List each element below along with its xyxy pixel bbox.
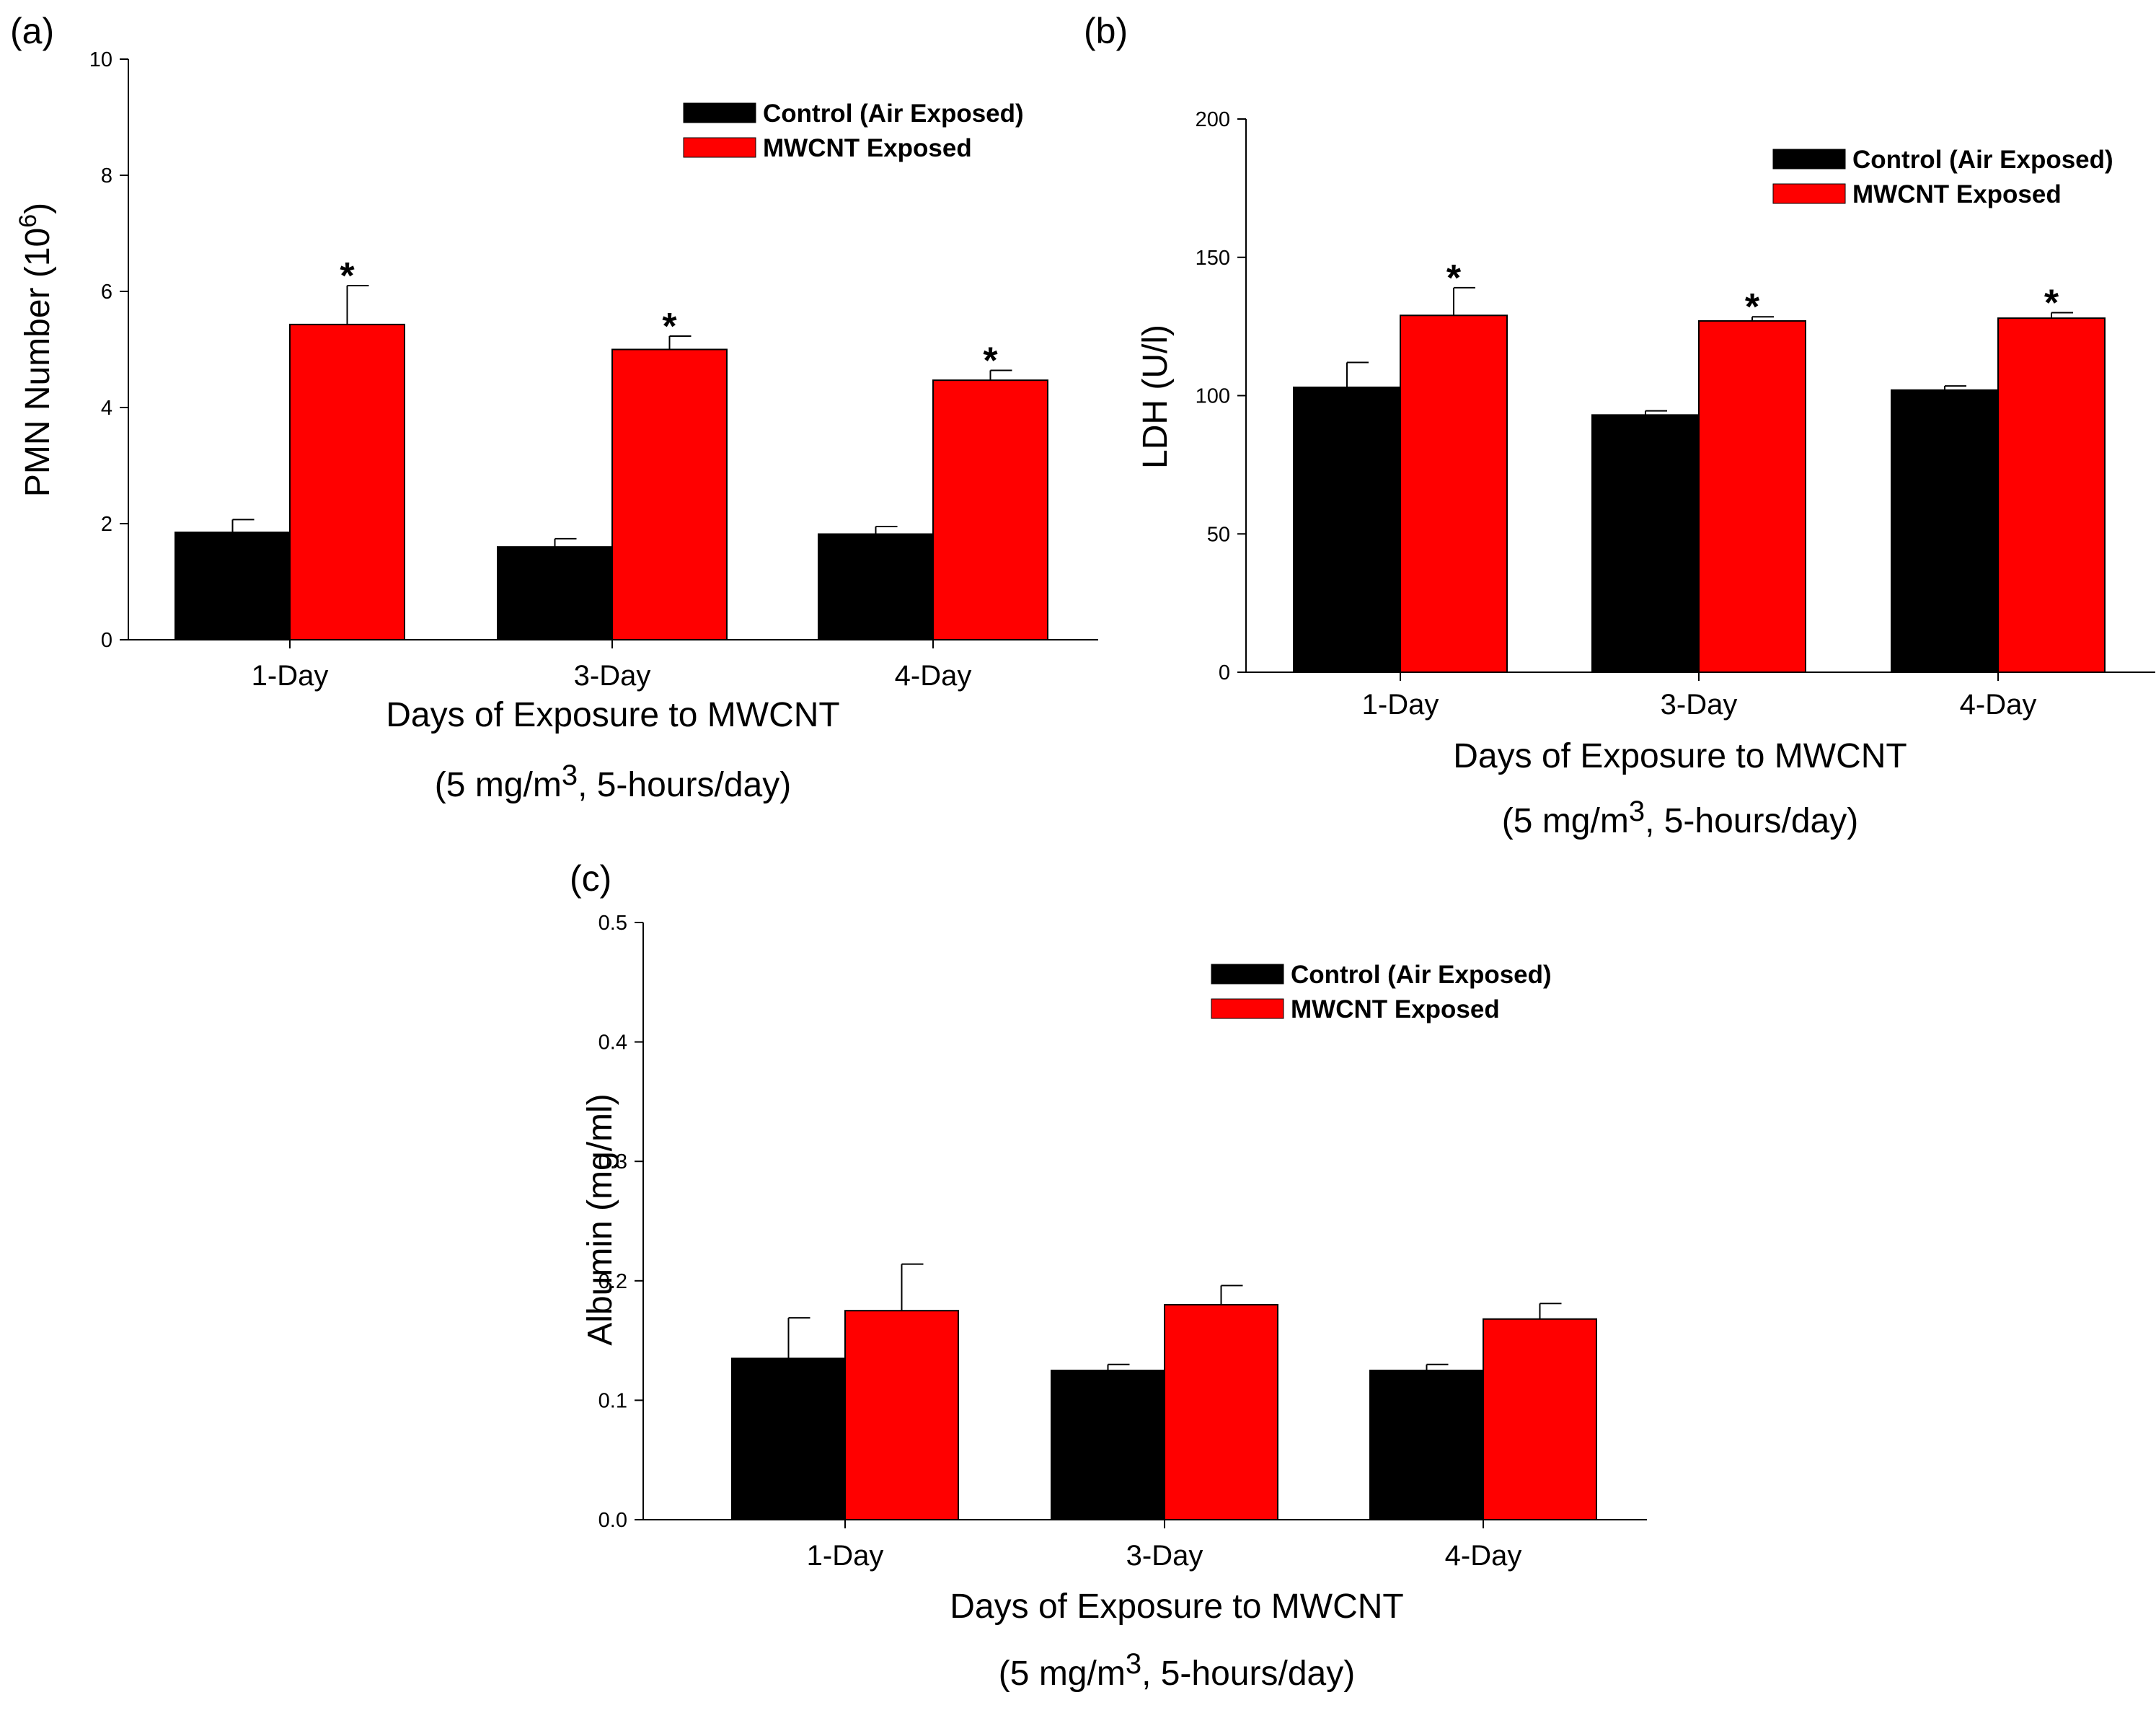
panel-b: (b) 0 50 100 150 200 * 1-Day * 3-Day * 4-Day Days of… — [1084, 11, 2155, 840]
y-tick-label: 0.2 — [598, 1270, 627, 1293]
x-tick-label: 4-Day — [1445, 1540, 1522, 1572]
panel-a: (a) 0 2 4 6 8 10 * 1-Day * 3-Day * 4-Day Days of Expo… — [10, 11, 1098, 804]
legend-label-mwcnt: MWCNT Exposed — [763, 134, 972, 162]
legend-label-mwcnt: MWCNT Exposed — [1852, 180, 2062, 208]
x-tick-label: 3-Day — [1126, 1540, 1203, 1572]
x-axis-subtitle: (5 mg/m3, 5-hours/day) — [435, 759, 791, 804]
panel-label: (c) — [570, 858, 611, 899]
significance-star: * — [1446, 257, 1462, 299]
significance-star: * — [983, 340, 998, 382]
x-axis-title: Days of Exposure to MWCNT — [950, 1588, 1403, 1626]
y-tick-label: 6 — [101, 281, 112, 304]
panel-label: (a) — [10, 11, 54, 51]
x-tick-label: 1-Day — [1362, 689, 1439, 721]
legend-label-control: Control (Air Exposed) — [1291, 961, 1552, 989]
legend-swatch-control — [1211, 964, 1284, 985]
bar-control — [1369, 1370, 1484, 1520]
x-tick-label: 1-Day — [252, 660, 329, 692]
legend-swatch-control — [1772, 149, 1846, 169]
significance-star: * — [340, 255, 355, 297]
bar-control — [1051, 1370, 1165, 1520]
panel-label: (b) — [1084, 11, 1128, 51]
legend-label-control: Control (Air Exposed) — [763, 100, 1024, 128]
bar-mwcnt — [1997, 317, 2106, 673]
bar-mwcnt — [932, 379, 1048, 640]
panel-c: (c) 0.0 0.1 0.2 0.3 0.4 0.5 1-Day 3-Day 4-Day Days… — [570, 858, 1647, 1693]
y-tick-label: 0.3 — [598, 1150, 627, 1173]
legend: Control (Air Exposed) MWCNT Exposed — [683, 100, 1024, 162]
significance-star: * — [662, 306, 677, 348]
x-tick-label: 3-Day — [574, 660, 651, 692]
x-axis-title: Days of Exposure to MWCNT — [386, 696, 839, 734]
bar-mwcnt — [1400, 314, 1508, 673]
x-tick-label: 4-Day — [895, 660, 972, 692]
x-axis-subtitle: (5 mg/m3, 5-hours/day) — [999, 1648, 1355, 1693]
y-tick-label: 0.5 — [598, 912, 627, 935]
y-tick-label: 0 — [1219, 661, 1230, 684]
legend-label-mwcnt: MWCNT Exposed — [1291, 995, 1500, 1023]
y-tick-label: 0.4 — [598, 1031, 627, 1054]
y-tick-label: 200 — [1196, 108, 1230, 131]
x-axis-title: Days of Exposure to MWCNT — [1453, 737, 1907, 775]
bar-mwcnt — [1164, 1303, 1278, 1521]
legend-swatch-mwcnt — [1772, 183, 1846, 204]
legend: Control (Air Exposed) MWCNT Exposed — [1772, 146, 2113, 208]
bar-control — [818, 533, 934, 640]
y-tick-label: 4 — [101, 397, 112, 420]
bar-control — [1293, 386, 1401, 673]
bar-mwcnt — [289, 323, 405, 640]
significance-star: * — [1745, 286, 1760, 328]
bar-control — [497, 546, 613, 641]
y-axis-title: Albumin (mg/ml) — [581, 1093, 619, 1345]
bar-control — [174, 532, 291, 641]
y-tick-label: 10 — [89, 48, 112, 71]
y-tick-label: 8 — [101, 164, 112, 188]
y-tick-label: 2 — [101, 513, 112, 536]
bar-control — [1591, 414, 1700, 673]
y-tick-label: 0 — [101, 629, 112, 652]
y-tick-label: 50 — [1207, 523, 1230, 546]
significance-star: * — [2044, 282, 2059, 324]
legend-label-control: Control (Air Exposed) — [1852, 146, 2113, 174]
bar-mwcnt — [1698, 320, 1806, 673]
y-tick-label: 100 — [1196, 385, 1230, 408]
legend-swatch-mwcnt — [1211, 998, 1284, 1019]
x-tick-label: 1-Day — [807, 1540, 884, 1572]
y-tick-label: 150 — [1196, 247, 1230, 270]
y-axis-title: LDH (U/l) — [1136, 325, 1175, 469]
x-tick-label: 3-Day — [1661, 689, 1738, 721]
y-tick-label: 0.0 — [598, 1509, 627, 1532]
bar-control — [731, 1357, 846, 1520]
bar-mwcnt — [611, 348, 728, 640]
x-tick-label: 4-Day — [1960, 689, 2037, 721]
y-tick-label: 0.1 — [598, 1389, 627, 1412]
legend-swatch-mwcnt — [683, 137, 756, 158]
bar-mwcnt — [1483, 1318, 1597, 1520]
y-axis-title: PMN Number (106) — [14, 203, 57, 497]
legend: Control (Air Exposed) MWCNT Exposed — [1211, 961, 1552, 1023]
x-axis-subtitle: (5 mg/m3, 5-hours/day) — [1502, 796, 1858, 840]
bar-mwcnt — [844, 1310, 959, 1520]
legend-swatch-control — [683, 102, 756, 123]
bar-control — [1891, 389, 1999, 674]
